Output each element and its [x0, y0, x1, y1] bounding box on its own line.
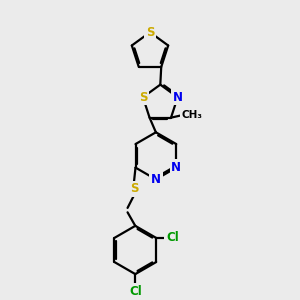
Text: S: S — [139, 91, 147, 104]
Text: N: N — [172, 91, 183, 104]
Text: S: S — [146, 26, 154, 39]
Text: N: N — [151, 173, 161, 186]
Text: S: S — [130, 182, 138, 195]
Text: Cl: Cl — [129, 285, 142, 298]
Text: N: N — [171, 161, 181, 174]
Text: CH₃: CH₃ — [182, 110, 203, 120]
Text: Cl: Cl — [166, 231, 179, 244]
